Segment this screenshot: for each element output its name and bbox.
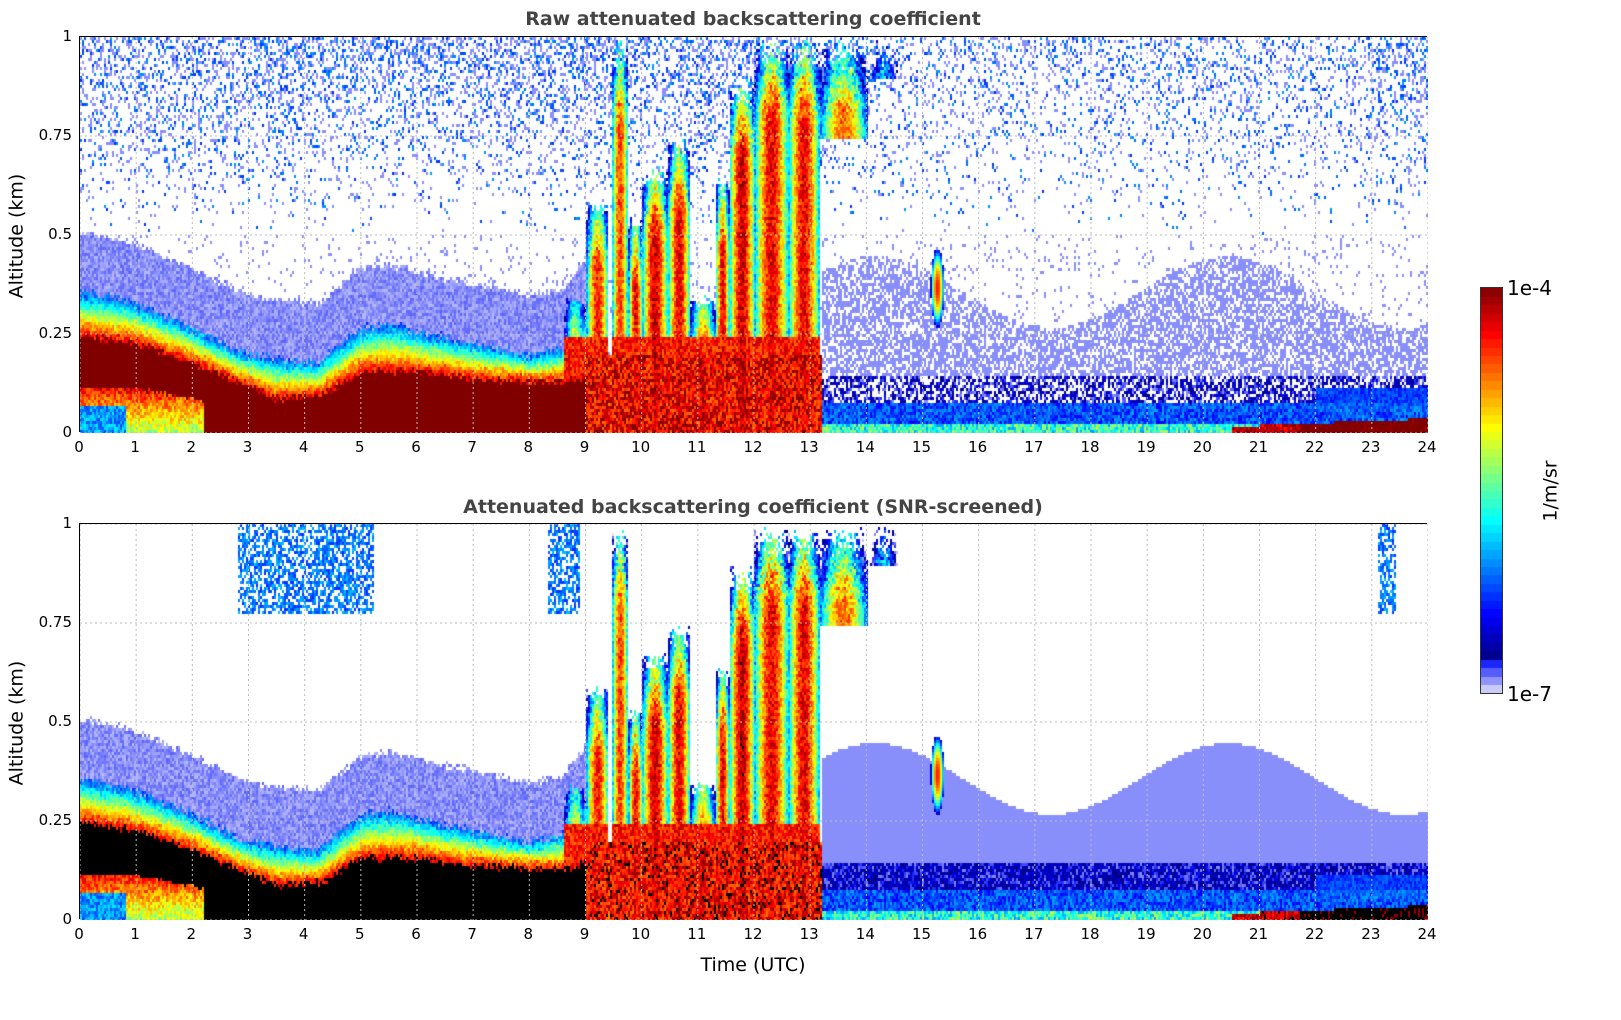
- top-heatmap-axes: [79, 36, 1428, 433]
- x-tick-label: 19: [1136, 438, 1156, 456]
- x-tick-label: 7: [467, 925, 477, 943]
- y-tick-label: 1: [62, 27, 72, 45]
- x-tick-label: 18: [1080, 925, 1100, 943]
- x-tick-label: 21: [1248, 925, 1269, 943]
- x-tick-label: 11: [687, 438, 707, 456]
- x-tick-label: 4: [298, 438, 309, 456]
- x-tick-label: 24: [1417, 925, 1437, 943]
- x-tick-label: 2: [186, 438, 197, 456]
- x-tick-label: 14: [855, 925, 875, 943]
- x-tick-label: 3: [242, 438, 253, 456]
- top-y-axis-label: Altitude (km): [5, 173, 28, 299]
- x-tick-label: 9: [579, 925, 590, 943]
- x-tick-label: 6: [411, 438, 421, 456]
- x-tick-label: 12: [743, 925, 763, 943]
- bottom-y-axis-label: Altitude (km): [5, 660, 28, 786]
- colorbar: [1480, 287, 1503, 694]
- x-tick-label: 2: [186, 925, 197, 943]
- x-tick-label: 6: [411, 925, 421, 943]
- x-tick-label: 24: [1417, 438, 1437, 456]
- y-tick-label: 0: [62, 423, 72, 441]
- x-tick-label: 20: [1192, 438, 1212, 456]
- x-tick-label: 23: [1361, 438, 1381, 456]
- colorbar-min-label: 1e-7: [1507, 682, 1552, 706]
- y-tick-label: 0.25: [38, 811, 72, 829]
- x-tick-label: 5: [355, 438, 365, 456]
- y-tick-label: 0.25: [38, 324, 72, 342]
- x-tick-label: 22: [1305, 925, 1325, 943]
- x-tick-label: 18: [1080, 438, 1100, 456]
- bottom-heatmap-axes: [79, 523, 1428, 920]
- y-tick-label: 0: [62, 910, 72, 928]
- x-tick-label: 22: [1305, 438, 1325, 456]
- colorbar-unit-label: 1/m/sr: [1539, 460, 1562, 522]
- x-tick-label: 8: [523, 438, 534, 456]
- x-tick-label: 20: [1192, 925, 1212, 943]
- x-tick-label: 3: [242, 925, 253, 943]
- x-tick-label: 21: [1248, 438, 1269, 456]
- x-tick-label: 9: [579, 438, 590, 456]
- top-panel-title: Raw attenuated backscattering coefficien…: [525, 8, 981, 30]
- x-tick-label: 16: [968, 925, 988, 943]
- x-tick-label: 13: [799, 925, 819, 943]
- x-tick-label: 5: [355, 925, 365, 943]
- bottom-panel-title: Attenuated backscattering coefficient (S…: [463, 496, 1043, 518]
- x-axis-label: Time (UTC): [700, 954, 806, 976]
- x-tick-label: 12: [743, 438, 763, 456]
- colorbar-max-label: 1e-4: [1507, 276, 1552, 300]
- y-tick-label: 0.5: [48, 225, 72, 243]
- y-tick-label: 0.75: [38, 126, 72, 144]
- x-tick-label: 14: [855, 438, 875, 456]
- x-tick-label: 15: [911, 925, 932, 943]
- x-tick-label: 16: [968, 438, 988, 456]
- grid-lines: [80, 37, 1428, 433]
- x-tick-label: 4: [298, 925, 309, 943]
- x-tick-label: 8: [523, 925, 534, 943]
- x-tick-label: 23: [1361, 925, 1381, 943]
- x-tick-label: 17: [1024, 925, 1044, 943]
- grid-lines: [80, 524, 1428, 920]
- y-tick-label: 1: [62, 514, 72, 532]
- x-tick-label: 10: [631, 438, 651, 456]
- x-tick-label: 19: [1136, 925, 1156, 943]
- x-tick-label: 1: [130, 925, 140, 943]
- x-tick-label: 0: [74, 925, 84, 943]
- y-tick-label: 0.75: [38, 613, 72, 631]
- x-tick-label: 10: [631, 925, 651, 943]
- x-tick-label: 7: [467, 438, 477, 456]
- x-tick-label: 13: [799, 438, 819, 456]
- x-tick-label: 15: [911, 438, 932, 456]
- x-tick-label: 1: [130, 438, 140, 456]
- x-tick-label: 11: [687, 925, 707, 943]
- x-tick-label: 0: [74, 438, 84, 456]
- x-tick-label: 17: [1024, 438, 1044, 456]
- y-tick-label: 0.5: [48, 712, 72, 730]
